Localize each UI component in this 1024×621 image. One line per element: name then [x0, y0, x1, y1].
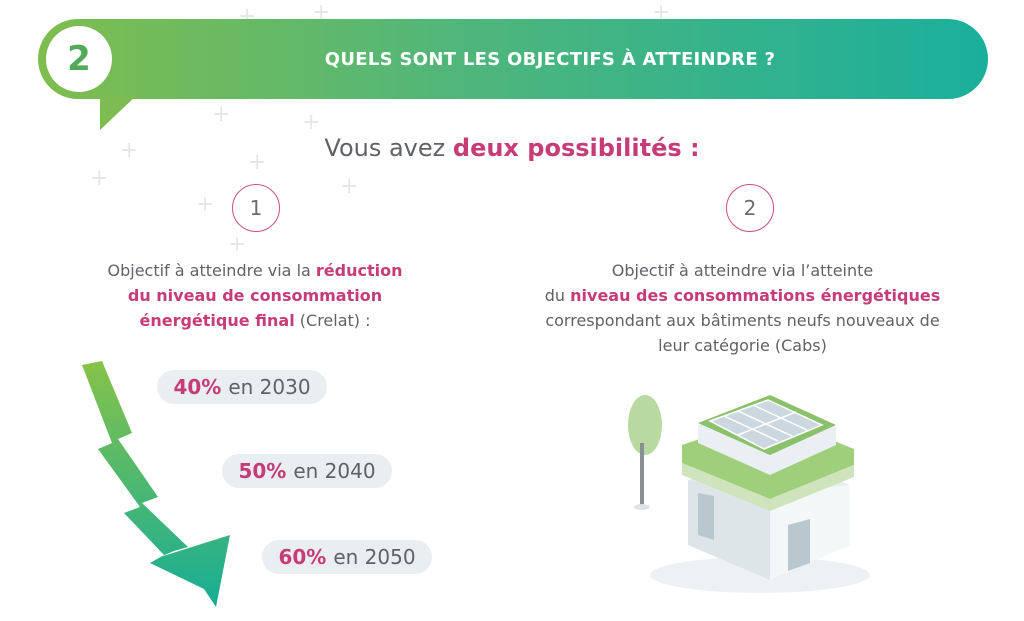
option-2-description: Objectif à atteindre via l’atteinte du n… — [520, 258, 965, 358]
option-1-line-2-highlight: du niveau de consommation — [127, 286, 383, 305]
subtitle: Vous avez deux possibilités : — [0, 134, 1024, 162]
green-building-solar-icon — [628, 395, 870, 593]
option-2-line-2: du niveau des consommations énergétiques — [520, 283, 965, 308]
option-2-line-2-highlight: niveau des consommations énergétiques — [570, 286, 941, 305]
subtitle-prefix: Vous avez — [324, 134, 446, 162]
step-2030: 40% en 2030 — [157, 370, 327, 404]
step-2050-percent: 60% — [278, 545, 327, 569]
header-banner — [38, 19, 988, 99]
cross-decoration: + — [212, 102, 231, 127]
option-2-number: 2 — [726, 184, 774, 232]
step-2050: 60% en 2050 — [262, 540, 432, 574]
option-1-line-1-highlight: réduction — [315, 261, 403, 280]
section-title: QUELS SONT LES OBJECTIFS À ATTEINDRE ? — [324, 48, 776, 70]
step-2040-percent: 50% — [238, 459, 287, 483]
cross-decoration: + — [228, 232, 247, 257]
cross-decoration: + — [120, 138, 139, 163]
cross-decoration: + — [196, 192, 215, 217]
cross-decoration: + — [652, 0, 671, 25]
option-2-line-3: correspondant aux bâtiments neufs nouvea… — [545, 311, 940, 330]
option-1-line-1-text: Objectif à atteindre via la — [107, 261, 316, 280]
option-1-line-3-highlight: énergétique final — [139, 311, 295, 330]
option-1-description: Objectif à atteindre via la réduction du… — [80, 258, 430, 333]
banner-speech-tail — [100, 96, 136, 130]
zigzag-down-arrow-icon — [82, 361, 230, 607]
cross-decoration: + — [340, 174, 359, 199]
section-number-badge: 2 — [46, 26, 112, 92]
step-2030-label: en 2030 — [228, 375, 311, 399]
cross-decoration: + — [90, 166, 109, 191]
option-1-line-2: du niveau de consommation — [80, 283, 430, 308]
option-2-line-2-text: du — [544, 286, 571, 305]
step-2050-label: en 2050 — [333, 545, 416, 569]
option-1-line-1: Objectif à atteindre via la réduction — [80, 258, 430, 283]
subtitle-highlight: deux possibilités : — [452, 134, 700, 162]
option-1-line-3-text: (Crelat) : — [294, 311, 371, 330]
cross-decoration: + — [302, 110, 321, 135]
step-2030-percent: 40% — [173, 375, 222, 399]
step-2040-label: en 2040 — [293, 459, 376, 483]
option-2-line-4: leur catégorie (Cabs) — [658, 336, 827, 355]
option-1-line-3: énergétique final (Crelat) : — [80, 308, 430, 333]
cross-decoration: + — [248, 150, 267, 175]
cross-decoration: + — [312, 0, 331, 25]
option-1-number: 1 — [232, 184, 280, 232]
step-2040: 50% en 2040 — [222, 454, 392, 488]
option-2-line-1: Objectif à atteindre via l’atteinte — [611, 261, 874, 280]
